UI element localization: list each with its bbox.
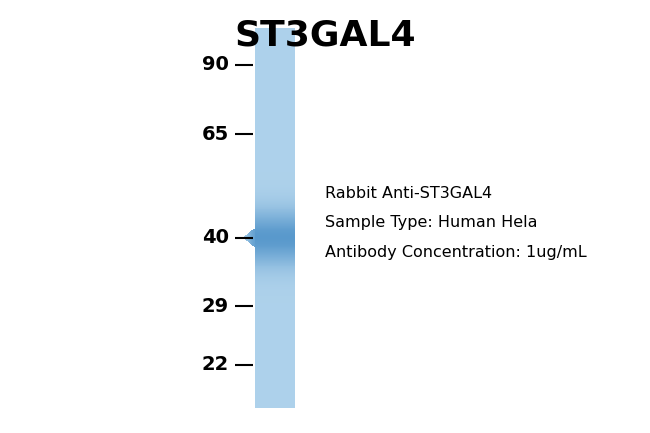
Text: 65: 65 xyxy=(202,125,229,144)
Text: 90: 90 xyxy=(202,55,229,74)
Text: Rabbit Anti-ST3GAL4: Rabbit Anti-ST3GAL4 xyxy=(325,185,492,200)
Text: 40: 40 xyxy=(202,228,229,247)
Text: 22: 22 xyxy=(202,355,229,375)
Text: ST3GAL4: ST3GAL4 xyxy=(234,18,416,52)
Text: 29: 29 xyxy=(202,297,229,316)
Text: Antibody Concentration: 1ug/mL: Antibody Concentration: 1ug/mL xyxy=(325,246,586,261)
Text: Sample Type: Human Hela: Sample Type: Human Hela xyxy=(325,216,538,230)
